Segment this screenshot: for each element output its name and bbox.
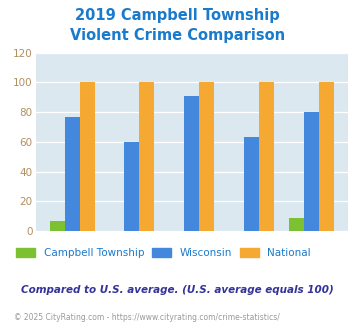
Text: 2019 Campbell Township: 2019 Campbell Township bbox=[75, 8, 280, 23]
Bar bbox=[319, 82, 334, 231]
Bar bbox=[140, 82, 154, 231]
Bar bbox=[289, 218, 304, 231]
Bar bbox=[199, 82, 214, 231]
Text: © 2025 CityRating.com - https://www.cityrating.com/crime-statistics/: © 2025 CityRating.com - https://www.city… bbox=[14, 313, 280, 322]
Bar bbox=[259, 82, 274, 231]
Legend: Campbell Township, Wisconsin, National: Campbell Township, Wisconsin, National bbox=[12, 244, 315, 262]
Bar bbox=[125, 142, 140, 231]
Bar bbox=[304, 112, 319, 231]
Bar bbox=[184, 96, 199, 231]
Bar bbox=[244, 137, 259, 231]
Bar bbox=[80, 82, 94, 231]
Bar bbox=[65, 116, 80, 231]
Text: Violent Crime Comparison: Violent Crime Comparison bbox=[70, 28, 285, 43]
Bar bbox=[50, 220, 65, 231]
Text: Compared to U.S. average. (U.S. average equals 100): Compared to U.S. average. (U.S. average … bbox=[21, 285, 334, 295]
